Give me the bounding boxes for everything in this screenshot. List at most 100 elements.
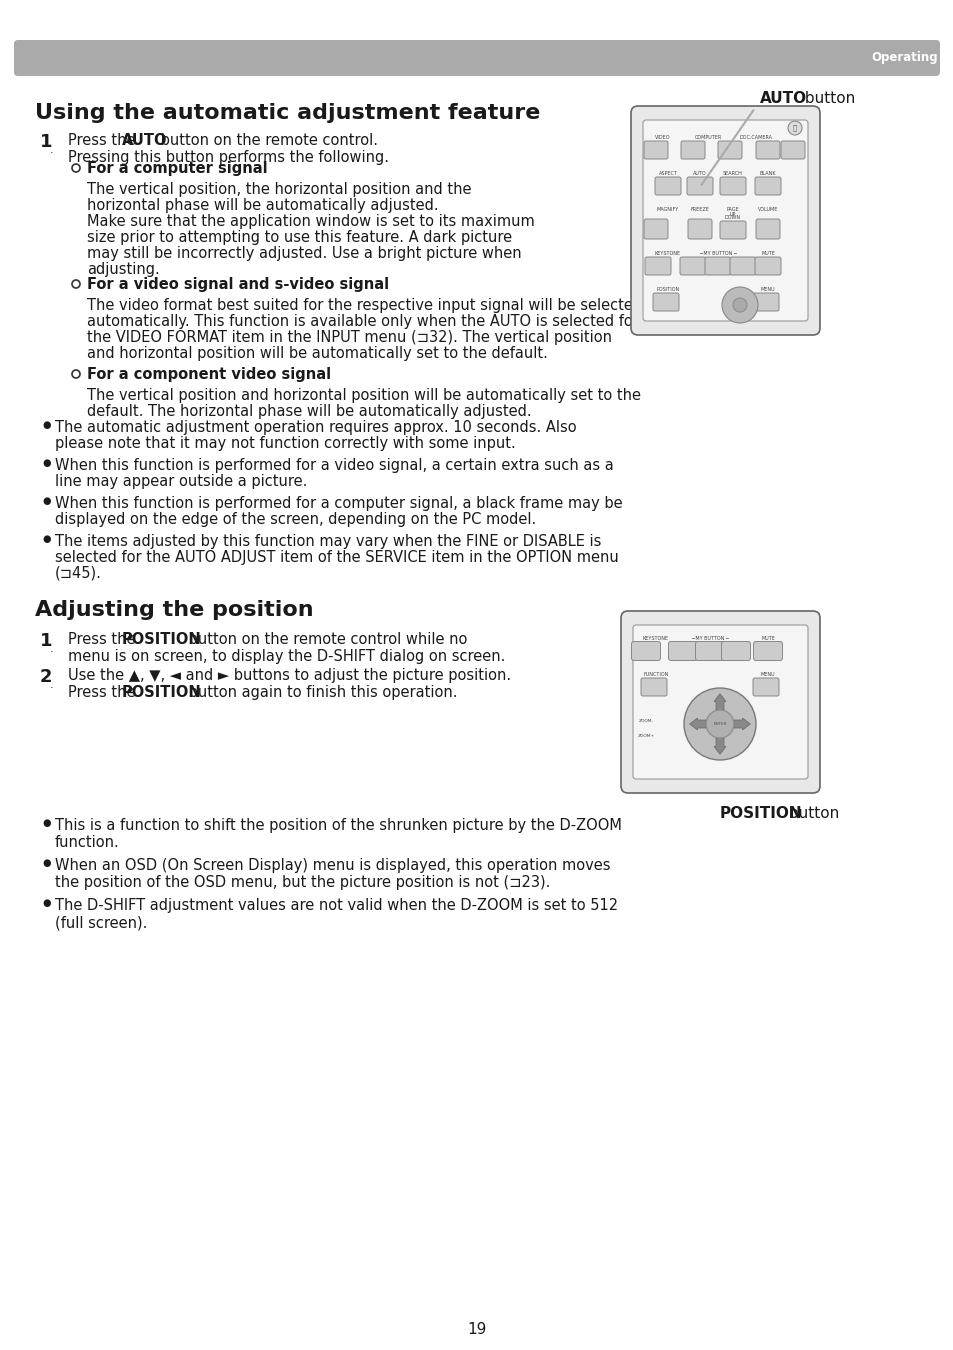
Text: .: . (50, 144, 53, 155)
Text: FUNCTION: FUNCTION (642, 672, 668, 676)
Text: button: button (783, 806, 839, 821)
Text: AUTO: AUTO (122, 134, 168, 148)
Text: button again to finish this operation.: button again to finish this operation. (184, 684, 457, 701)
FancyBboxPatch shape (630, 107, 820, 335)
Text: MENU: MENU (760, 672, 775, 676)
Text: menu is on screen, to display the D-SHIFT dialog on screen.: menu is on screen, to display the D-SHIF… (68, 649, 505, 664)
Text: VIDEO: VIDEO (655, 135, 670, 140)
Text: For a video signal and s-video signal: For a video signal and s-video signal (87, 277, 389, 292)
Text: default. The horizontal phase will be automatically adjusted.: default. The horizontal phase will be au… (87, 404, 531, 418)
Text: COMPUTER: COMPUTER (694, 135, 720, 140)
FancyBboxPatch shape (640, 678, 666, 697)
Text: displayed on the edge of the screen, depending on the PC model.: displayed on the edge of the screen, dep… (55, 512, 536, 526)
Text: When an OSD (On Screen Display) menu is displayed, this operation moves: When an OSD (On Screen Display) menu is … (55, 859, 610, 873)
FancyBboxPatch shape (642, 120, 807, 321)
Text: Using the automatic adjustment feature: Using the automatic adjustment feature (35, 103, 539, 123)
Text: When this function is performed for a video signal, a certain extra such as a: When this function is performed for a vi… (55, 458, 613, 472)
FancyArrow shape (713, 733, 725, 755)
Circle shape (721, 288, 758, 323)
Text: function.: function. (55, 836, 120, 850)
FancyBboxPatch shape (720, 177, 745, 194)
Text: ⏻: ⏻ (792, 124, 797, 131)
Text: horizontal phase will be automatically adjusted.: horizontal phase will be automatically a… (87, 198, 438, 213)
Text: MUTE: MUTE (760, 251, 774, 256)
Text: POSITION: POSITION (656, 288, 679, 292)
Text: KEYSTONE: KEYSTONE (655, 251, 680, 256)
Text: When this function is performed for a computer signal, a black frame may be: When this function is performed for a co… (55, 495, 622, 512)
Text: ─ MY BUTTON ─: ─ MY BUTTON ─ (699, 251, 736, 256)
FancyBboxPatch shape (644, 256, 670, 275)
FancyBboxPatch shape (652, 293, 679, 310)
Text: the VIDEO FORMAT item in the INPUT menu (⊐32). The vertical position: the VIDEO FORMAT item in the INPUT menu … (87, 329, 612, 346)
Text: button: button (800, 90, 854, 107)
Text: ●: ● (42, 458, 51, 468)
Text: DOWN: DOWN (724, 215, 740, 220)
Text: selected for the AUTO ADJUST item of the SERVICE item in the OPTION menu: selected for the AUTO ADJUST item of the… (55, 549, 618, 566)
Text: ASPECT: ASPECT (658, 171, 677, 176)
Text: ●: ● (42, 898, 51, 909)
FancyBboxPatch shape (643, 219, 667, 239)
Text: ●: ● (42, 859, 51, 868)
FancyBboxPatch shape (686, 177, 712, 194)
Text: Press the: Press the (68, 134, 140, 148)
Text: button on the remote control while no: button on the remote control while no (184, 632, 467, 647)
Text: ●: ● (42, 818, 51, 828)
Text: The vertical position, the horizontal position and the: The vertical position, the horizontal po… (87, 182, 471, 197)
Text: POSITION: POSITION (122, 632, 201, 647)
Text: VOLUME: VOLUME (757, 207, 778, 212)
Text: ZOOM+: ZOOM+ (637, 734, 654, 738)
Text: the position of the OSD menu, but the picture position is not (⊐23).: the position of the OSD menu, but the pi… (55, 875, 550, 890)
FancyBboxPatch shape (720, 221, 745, 239)
FancyBboxPatch shape (631, 641, 659, 660)
Text: 1: 1 (40, 134, 52, 151)
FancyBboxPatch shape (655, 177, 680, 194)
Text: ENTER: ENTER (713, 722, 726, 726)
FancyBboxPatch shape (620, 612, 820, 792)
Text: MUTE: MUTE (760, 636, 774, 641)
FancyBboxPatch shape (755, 219, 780, 239)
Text: adjusting.: adjusting. (87, 262, 159, 277)
Text: line may appear outside a picture.: line may appear outside a picture. (55, 474, 307, 489)
Text: Make sure that the application window is set to its maximum: Make sure that the application window is… (87, 215, 535, 230)
Text: Operating: Operating (870, 51, 937, 65)
Text: MAGNIFY: MAGNIFY (657, 207, 679, 212)
Text: ●: ● (42, 420, 51, 431)
Text: PAGE
UP: PAGE UP (726, 207, 739, 216)
Text: (⊐45).: (⊐45). (55, 566, 102, 580)
Text: Pressing this button performs the following.: Pressing this button performs the follow… (68, 150, 389, 165)
Text: .: . (50, 680, 53, 690)
FancyBboxPatch shape (752, 293, 779, 310)
Text: For a computer signal: For a computer signal (87, 161, 268, 176)
FancyBboxPatch shape (754, 177, 781, 194)
Text: ─ MY BUTTON ─: ─ MY BUTTON ─ (690, 636, 728, 641)
Text: POSITION: POSITION (720, 806, 801, 821)
Text: Press the: Press the (68, 632, 140, 647)
Text: ZOOM-: ZOOM- (638, 720, 653, 724)
Circle shape (683, 688, 755, 760)
FancyBboxPatch shape (680, 140, 704, 159)
Text: ●: ● (42, 495, 51, 506)
FancyArrow shape (689, 718, 711, 730)
FancyBboxPatch shape (754, 256, 781, 275)
Circle shape (705, 710, 733, 738)
Text: FREEZE: FREEZE (690, 207, 709, 212)
Text: MENU: MENU (760, 288, 775, 292)
Text: DOC.CAMERA: DOC.CAMERA (739, 135, 772, 140)
FancyBboxPatch shape (729, 256, 755, 275)
Text: For a component video signal: For a component video signal (87, 366, 331, 382)
Text: The D-SHIFT adjustment values are not valid when the D-ZOOM is set to 512: The D-SHIFT adjustment values are not va… (55, 898, 618, 913)
Text: AUTO: AUTO (760, 90, 806, 107)
FancyBboxPatch shape (752, 678, 779, 697)
Text: automatically. This function is available only when the AUTO is selected for: automatically. This function is availabl… (87, 315, 639, 329)
Text: AUTO: AUTO (693, 171, 706, 176)
FancyBboxPatch shape (668, 641, 697, 660)
Text: may still be incorrectly adjusted. Use a bright picture when: may still be incorrectly adjusted. Use a… (87, 246, 521, 261)
FancyArrow shape (728, 718, 750, 730)
Text: KEYSTONE: KEYSTONE (642, 636, 668, 641)
Text: and horizontal position will be automatically set to the default.: and horizontal position will be automati… (87, 346, 547, 360)
FancyBboxPatch shape (14, 40, 939, 76)
Text: SEARCH: SEARCH (722, 171, 742, 176)
Text: The items adjusted by this function may vary when the FINE or DISABLE is: The items adjusted by this function may … (55, 535, 600, 549)
FancyBboxPatch shape (695, 641, 723, 660)
Text: BLANK: BLANK (759, 171, 776, 176)
